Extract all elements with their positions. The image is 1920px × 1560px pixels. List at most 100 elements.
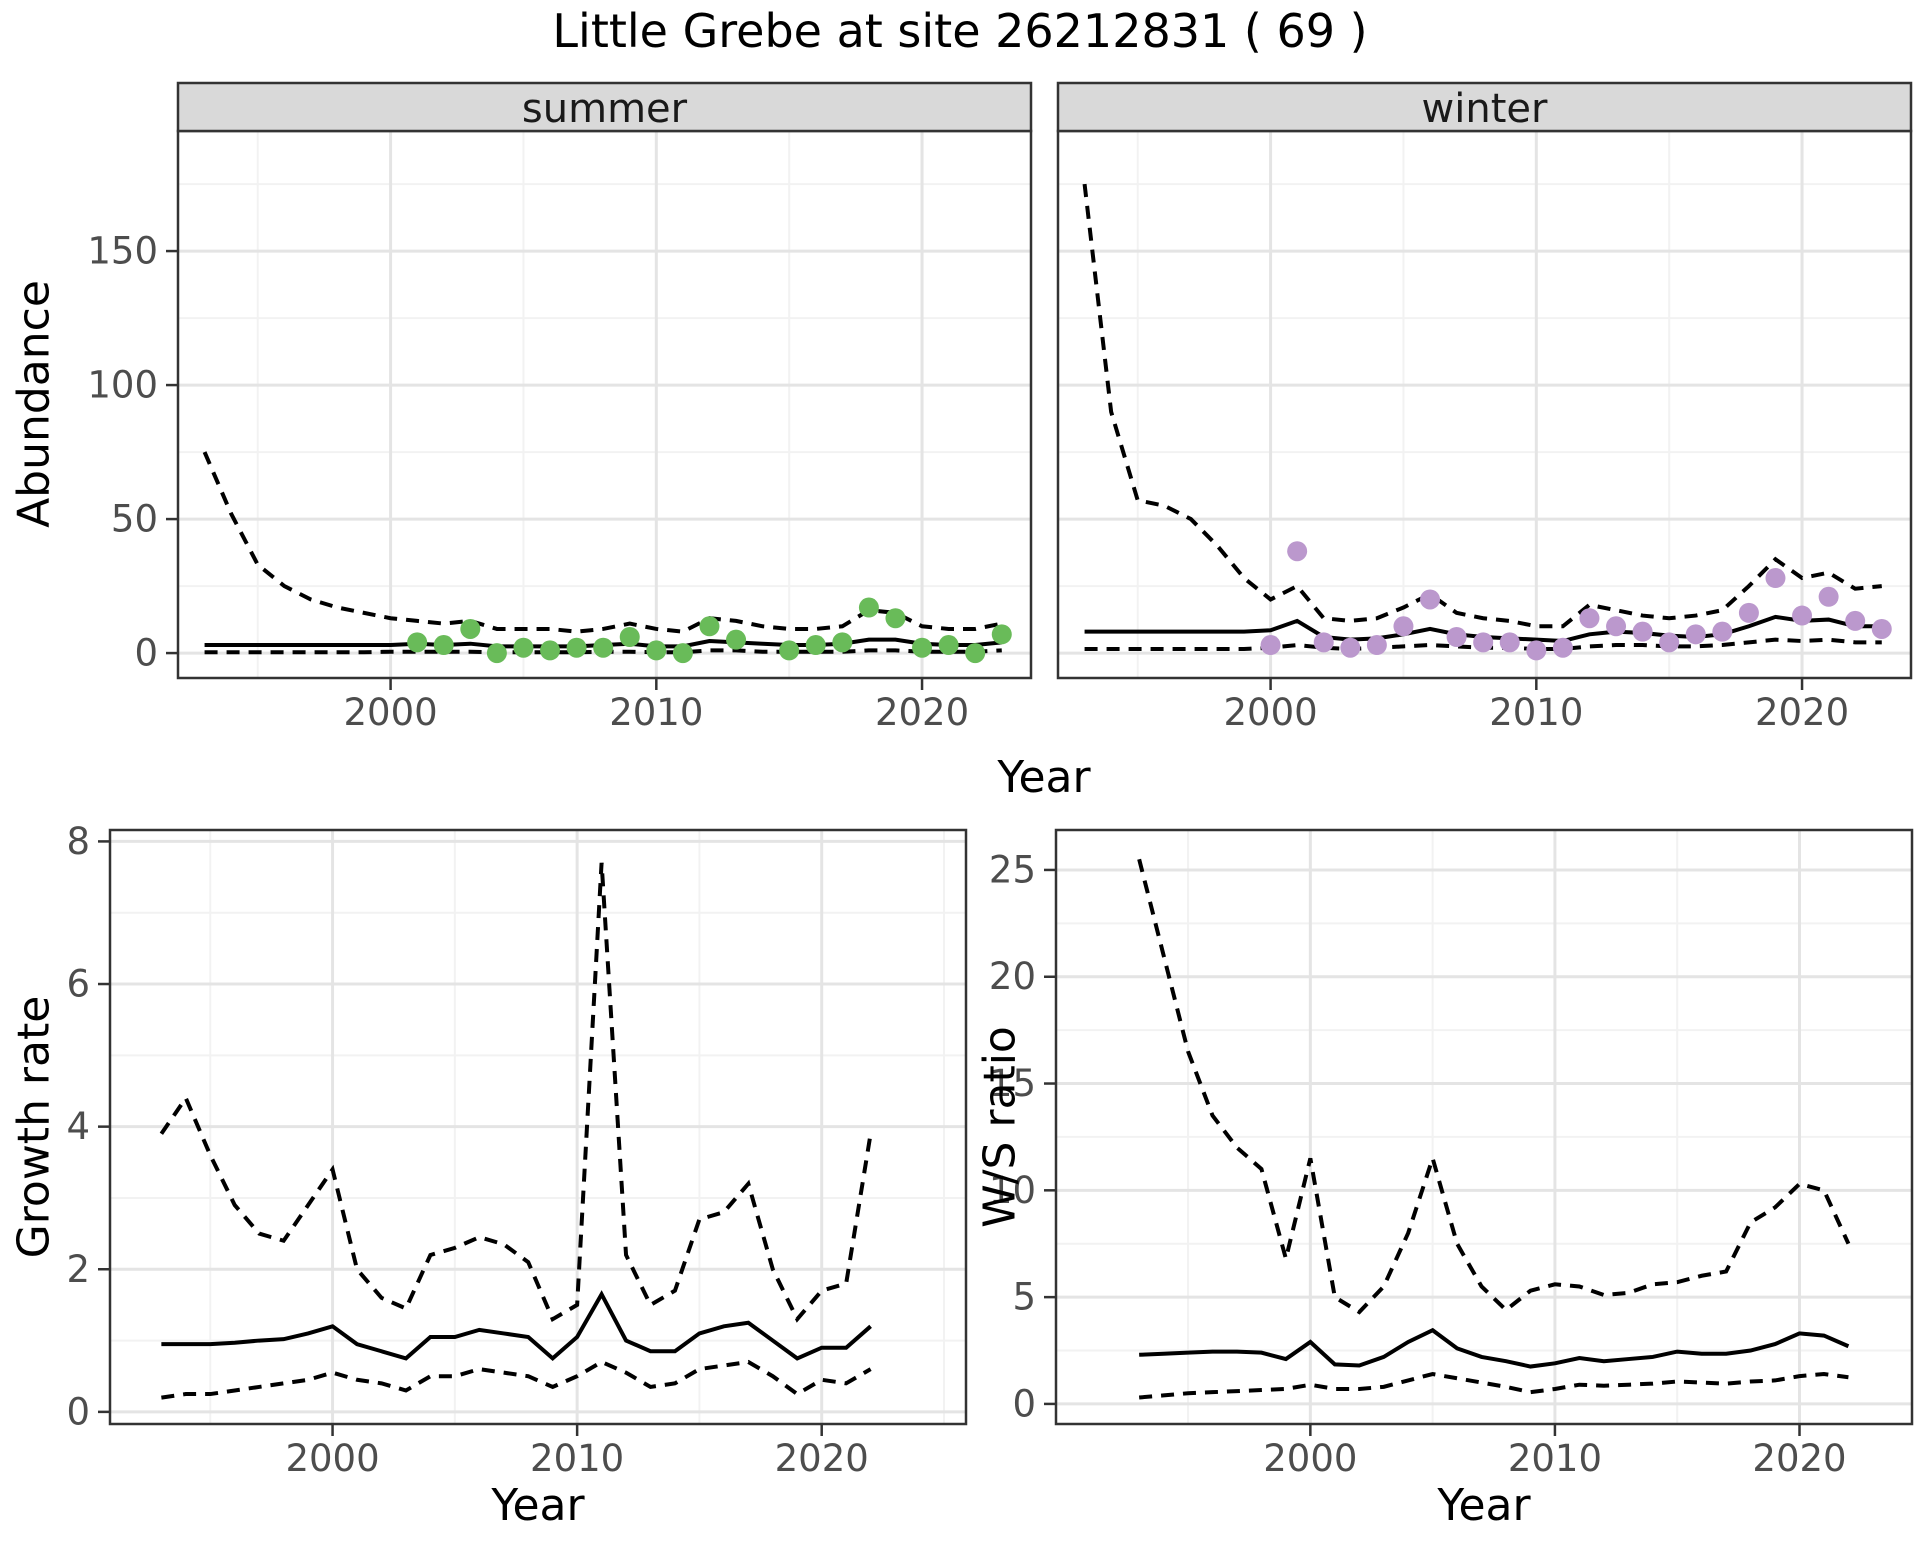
- data-point: [1765, 568, 1786, 589]
- y-tick-label: 150: [87, 230, 158, 273]
- data-point: [646, 640, 667, 661]
- y-tick-label: 5: [1012, 1276, 1036, 1319]
- data-point: [1871, 618, 1892, 639]
- y-tick-label: 6: [66, 963, 90, 1006]
- data-point: [779, 640, 800, 661]
- ci-lower-line: [161, 1359, 872, 1400]
- x-tick-label: 2020: [1752, 1437, 1846, 1480]
- x-tick-label: 2020: [875, 691, 969, 734]
- y-tick-label: 15: [989, 1062, 1036, 1105]
- x-tick-label: 2010: [1508, 1437, 1602, 1480]
- y-tick-label: 0: [66, 1390, 90, 1433]
- data-point: [1313, 632, 1334, 653]
- data-point: [1526, 640, 1547, 661]
- facet-strip: [176, 81, 1033, 133]
- x-axis-title-year-bottom-right: Year: [1437, 1480, 1531, 1531]
- panel-border: [1056, 129, 1913, 680]
- data-point: [672, 643, 693, 664]
- data-point: [1685, 624, 1706, 645]
- panel-ws-ratio: 2000 2010 2020 0 5 10 15 20 25: [989, 828, 1914, 1480]
- data-point: [566, 637, 587, 658]
- data-point: [805, 635, 826, 656]
- data-point: [593, 637, 614, 658]
- x-tick-label: 2010: [530, 1437, 624, 1480]
- data-point: [1552, 637, 1573, 658]
- x-axis-title-year-bottom-left: Year: [491, 1480, 585, 1531]
- data-point: [858, 597, 879, 618]
- y-axis-title-abundance: Abundance: [8, 280, 60, 528]
- y-axis-title-growth-rate: Growth rate: [8, 995, 60, 1259]
- data-point: [832, 632, 853, 653]
- ci-lower-line: [1138, 1371, 1849, 1400]
- data-point: [912, 637, 933, 658]
- figure-title: Little Grebe at site 26212831 ( 69 ): [552, 4, 1368, 58]
- data-point: [1845, 610, 1866, 631]
- data-point: [1446, 626, 1467, 647]
- y-tick-label: 2: [66, 1248, 90, 1291]
- data-point: [1393, 616, 1414, 637]
- data-point: [991, 624, 1012, 645]
- y-tick-label: 4: [66, 1105, 90, 1148]
- y-tick-label: 0: [1012, 1382, 1036, 1425]
- facet-strip-label: winter: [1422, 86, 1548, 132]
- data-point: [513, 637, 534, 658]
- data-point: [1260, 635, 1281, 656]
- data-point: [1340, 637, 1361, 658]
- data-point: [460, 618, 481, 639]
- data-point: [1659, 632, 1680, 653]
- y-tick-label: 8: [66, 820, 90, 863]
- x-tick-label: 2010: [1489, 691, 1583, 734]
- data-point: [885, 608, 906, 629]
- y-tick-label: 25: [989, 848, 1036, 891]
- data-point: [1606, 616, 1627, 637]
- data-point: [1792, 605, 1813, 626]
- data-point: [1473, 632, 1494, 653]
- data-point: [699, 616, 720, 637]
- panel-abundance-winter: winter 2000 2010 2020: [1056, 81, 1913, 734]
- x-tick-label: 2010: [609, 691, 703, 734]
- data-point: [938, 635, 959, 656]
- ci-upper-line: [1137, 858, 1851, 1315]
- x-tick-label: 2000: [343, 691, 437, 734]
- data-point: [486, 643, 507, 664]
- y-tick-label: 10: [989, 1169, 1036, 1212]
- data-point: [1499, 632, 1520, 653]
- data-point: [965, 643, 986, 664]
- x-tick-label: 2020: [775, 1437, 869, 1480]
- data-point: [1579, 608, 1600, 629]
- data-point: [1287, 541, 1308, 562]
- median-line: [161, 1290, 872, 1362]
- data-point: [1632, 621, 1653, 642]
- panel-abundance-summer: summer 2000 2010 2020 0 50 100 150: [87, 81, 1033, 734]
- y-tick-label: 20: [989, 955, 1036, 998]
- data-point: [407, 632, 428, 653]
- panel-growth-rate: 2000 2010 2020 0 2 4 6 8: [66, 820, 968, 1480]
- y-tick-label: 0: [134, 632, 158, 675]
- ci-upper-line: [202, 451, 1003, 634]
- y-tick-label: 50: [111, 498, 158, 541]
- x-tick-label: 2000: [285, 1437, 379, 1480]
- facet-strip: [1056, 81, 1913, 133]
- x-tick-label: 2000: [1263, 1437, 1357, 1480]
- median-line: [1139, 1327, 1850, 1369]
- y-tick-label: 100: [87, 364, 158, 407]
- facet-strip-label: summer: [522, 86, 688, 132]
- ci-upper-line: [159, 862, 873, 1323]
- data-point: [1818, 586, 1839, 607]
- ci-upper-line: [1082, 183, 1882, 629]
- data-point: [1712, 621, 1733, 642]
- data-point: [433, 635, 454, 656]
- x-axis-title-year-top: Year: [997, 752, 1091, 803]
- data-point: [1366, 635, 1387, 656]
- y-axis-title-ws-ratio: W/S ratio: [974, 1026, 1026, 1228]
- data-point: [726, 629, 747, 650]
- data-point: [540, 640, 561, 661]
- panel-border: [1054, 828, 1914, 1426]
- data-point: [619, 626, 640, 647]
- x-tick-label: 2020: [1755, 691, 1849, 734]
- data-point: [1738, 602, 1759, 623]
- data-point: [1420, 589, 1441, 610]
- x-tick-label: 2000: [1223, 691, 1317, 734]
